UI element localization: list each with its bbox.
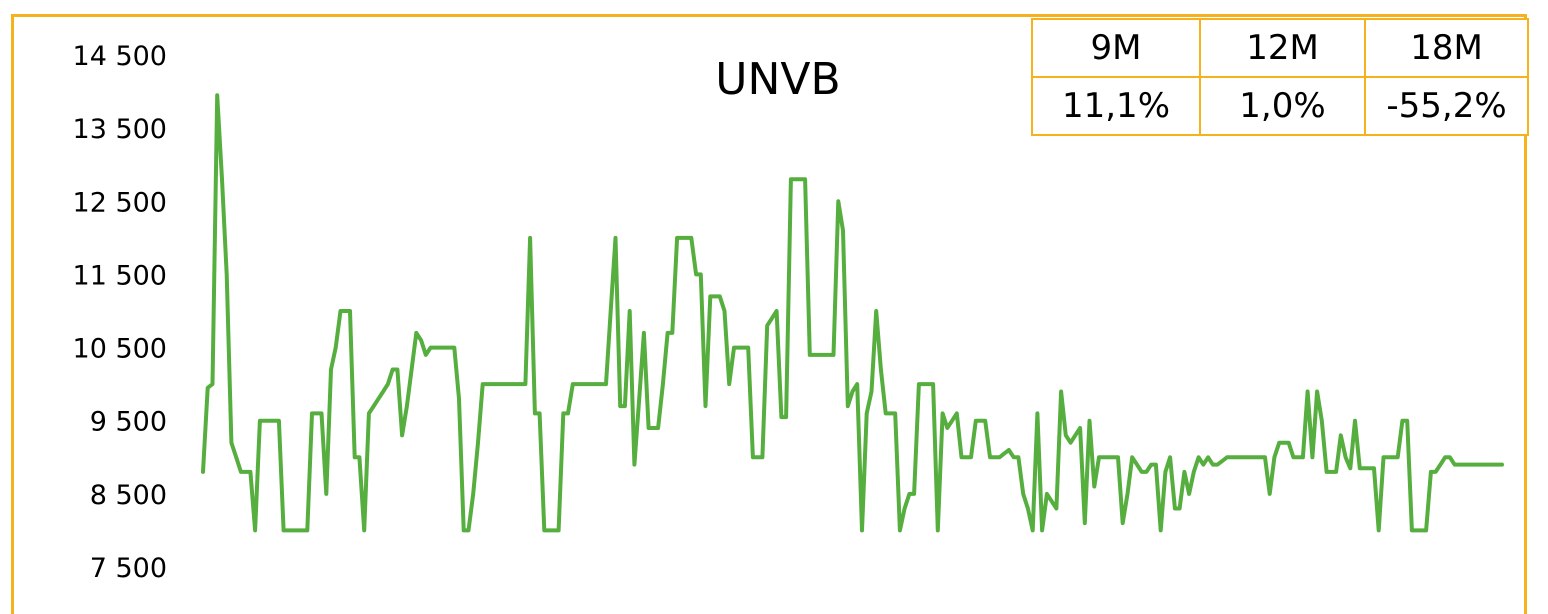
- y-tick-label: 10 500: [73, 334, 167, 365]
- y-axis-labels: 14 500 13 500 12 500 11 500 10 500 9 500 8 500…: [73, 41, 167, 584]
- y-tick-label: 9 500: [90, 407, 167, 438]
- performance-header-row: 9M 12M 18M: [1031, 18, 1529, 78]
- series-group: [201, 93, 1504, 533]
- y-tick-label: 12 500: [73, 187, 167, 218]
- series-line-0: [201, 93, 1504, 533]
- return-value-12m: 1,0%: [1199, 76, 1366, 136]
- return-value-9m: 11,1%: [1031, 76, 1201, 136]
- performance-table: 9M 12M 18M 11,1% 1,0% -55,2%: [1031, 18, 1529, 136]
- y-tick-label: 8 500: [90, 480, 167, 511]
- chart-plot: UNVB 14 500 13 500 12 500 11 500 10 500 9 500…: [73, 41, 1504, 584]
- chart-title: UNVB: [715, 54, 840, 105]
- chart-frame: [11, 14, 1527, 614]
- period-header-9m: 9M: [1031, 18, 1201, 78]
- period-header-18m: 18M: [1364, 18, 1529, 78]
- return-value-18m: -55,2%: [1364, 76, 1529, 136]
- performance-value-row: 11,1% 1,0% -55,2%: [1031, 76, 1529, 136]
- y-tick-label: 13 500: [73, 114, 167, 145]
- period-header-12m: 12M: [1199, 18, 1366, 78]
- y-tick-label: 14 500: [73, 41, 167, 72]
- y-tick-label: 7 500: [90, 553, 167, 584]
- y-tick-label: 11 500: [73, 260, 167, 291]
